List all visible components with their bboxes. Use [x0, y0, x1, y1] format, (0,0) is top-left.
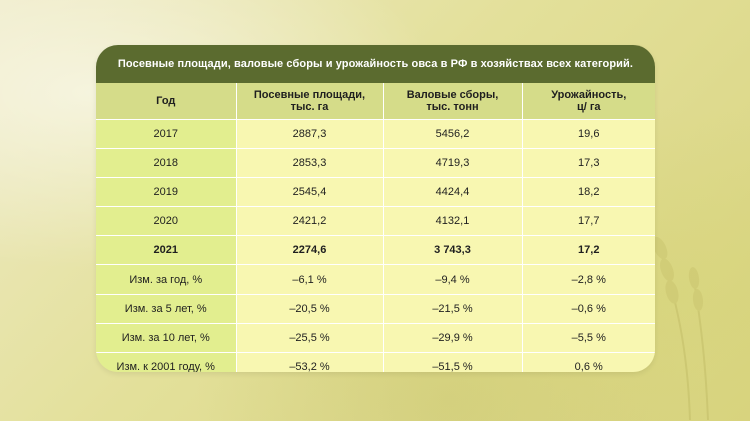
sown-area-cell: 2853,3 [236, 148, 384, 178]
row-label: Изм. за год, % [96, 264, 237, 295]
sown-area-cell: 2887,3 [236, 118, 384, 149]
header-sown-area: Посевные площади, тыс. га [236, 83, 384, 120]
sown-area-cell: –6,1 % [236, 264, 384, 295]
yield-cell: –0,6 % [522, 293, 655, 324]
gross-harvest-cell: 4132,1 [383, 206, 523, 236]
header-gross-harvest: Валовые сборы, тыс. тонн [383, 83, 523, 120]
wheat-decoration [652, 236, 709, 420]
table-title: Посевные площади, валовые сборы и урожай… [96, 45, 655, 83]
table-row: 2017 2887,3 5456,2 19,6 [96, 118, 655, 149]
oats-statistics-table-card: Посевные площади, валовые сборы и урожай… [96, 45, 655, 372]
gross-harvest-cell: –51,5 % [383, 351, 523, 372]
yield-cell: 18,2 [522, 177, 655, 207]
sown-area-cell: –25,5 % [236, 322, 384, 353]
oats-statistics-table: Год Посевные площади, тыс. га Валовые сбо… [96, 83, 655, 372]
row-label: 2020 [96, 206, 237, 236]
gross-harvest-cell: 3 743,3 [383, 235, 523, 265]
sown-area-cell: 2274,6 [236, 235, 384, 265]
row-label: 2017 [96, 118, 237, 149]
table-row: 2018 2853,3 4719,3 17,3 [96, 148, 655, 178]
table-row: Изм. за 5 лет, % –20,5 % –21,5 % –0,6 % [96, 293, 655, 324]
table-row: Изм. за 10 лет, % –25,5 % –29,9 % –5,5 % [96, 322, 655, 353]
yield-cell: 17,3 [522, 148, 655, 178]
row-label: Изм. за 5 лет, % [96, 293, 237, 324]
yield-cell: 19,6 [522, 118, 655, 149]
sown-area-cell: 2421,2 [236, 206, 384, 236]
gross-harvest-cell: 4719,3 [383, 148, 523, 178]
yield-cell: –5,5 % [522, 322, 655, 353]
yield-cell: –2,8 % [522, 264, 655, 295]
gross-harvest-cell: 5456,2 [383, 118, 523, 149]
header-row: Год Посевные площади, тыс. га Валовые сбо… [96, 83, 655, 120]
row-label: 2019 [96, 177, 237, 207]
table-row: 2021 2274,6 3 743,3 17,2 [96, 235, 655, 265]
row-label: 2021 [96, 235, 237, 265]
gross-harvest-cell: 4424,4 [383, 177, 523, 207]
header-yield: Урожайность, ц/ га [522, 83, 655, 120]
gross-harvest-cell: –9,4 % [383, 264, 523, 295]
sown-area-cell: –20,5 % [236, 293, 384, 324]
table-row: Изм. к 2001 году, % –53,2 % –51,5 % 0,6 … [96, 351, 655, 372]
row-label: Изм. к 2001 году, % [96, 351, 237, 372]
table-row: 2019 2545,4 4424,4 18,2 [96, 177, 655, 207]
gross-harvest-cell: –21,5 % [383, 293, 523, 324]
yield-cell: 0,6 % [522, 351, 655, 372]
gross-harvest-cell: –29,9 % [383, 322, 523, 353]
row-label: 2018 [96, 148, 237, 178]
sown-area-cell: –53,2 % [236, 351, 384, 372]
row-label: Изм. за 10 лет, % [96, 322, 237, 353]
yield-cell: 17,7 [522, 206, 655, 236]
table-row: 2020 2421,2 4132,1 17,7 [96, 206, 655, 236]
header-year: Год [96, 83, 237, 120]
sown-area-cell: 2545,4 [236, 177, 384, 207]
yield-cell: 17,2 [522, 235, 655, 265]
table-row: Изм. за год, % –6,1 % –9,4 % –2,8 % [96, 264, 655, 295]
